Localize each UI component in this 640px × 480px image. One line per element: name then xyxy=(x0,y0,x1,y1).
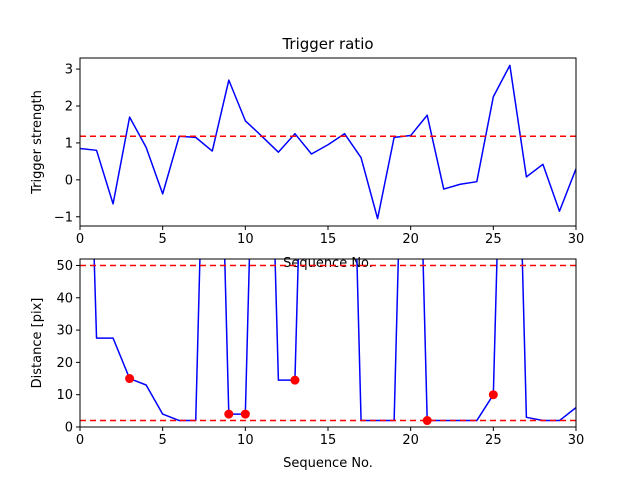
y-tick-label: 30 xyxy=(56,324,73,339)
y-tick-label: −1 xyxy=(54,210,73,225)
marker-point xyxy=(290,375,300,385)
x-tick-label: 30 xyxy=(568,433,585,448)
y-tick-label: 20 xyxy=(56,356,73,371)
x-tick-label: 0 xyxy=(76,232,84,247)
y-ticks-top: −1 0 1 2 3 xyxy=(54,63,80,225)
y-axis-label-bottom: Distance [pix] xyxy=(30,298,45,389)
x-tick-label: 10 xyxy=(237,433,254,448)
axes-frame-bottom xyxy=(79,258,577,428)
x-tick-label: 25 xyxy=(485,433,502,448)
series-line-0 xyxy=(93,259,576,422)
y-ticks-bottom: 0 10 20 30 40 50 xyxy=(56,259,80,436)
x-ticks-bottom: 0 5 10 15 20 25 30 xyxy=(76,427,584,448)
marker-point xyxy=(240,409,250,419)
x-tick-label: 30 xyxy=(568,232,585,247)
marker-point xyxy=(224,409,234,419)
y-tick-label: 40 xyxy=(56,291,73,306)
y-tick-label: 1 xyxy=(65,136,73,151)
series-line-0 xyxy=(80,64,576,220)
x-tick-label: 15 xyxy=(320,232,337,247)
x-tick-label: 20 xyxy=(402,433,419,448)
plot-area-top xyxy=(80,64,576,220)
x-ticks-top: 0 5 10 15 20 25 30 xyxy=(76,226,584,247)
x-tick-label: 20 xyxy=(402,232,419,247)
x-tick-label: 5 xyxy=(159,232,167,247)
x-tick-label: 5 xyxy=(159,433,167,448)
plot-area-bottom xyxy=(80,259,576,426)
subplot-distance: 0 5 10 15 20 25 30 0 10 20 30 40 50 Sequence No. Di… xyxy=(30,258,584,471)
marker-point xyxy=(422,416,432,426)
x-tick-label: 15 xyxy=(320,433,337,448)
y-tick-label: 0 xyxy=(65,421,73,436)
y-tick-label: 2 xyxy=(65,100,73,115)
marker-point xyxy=(125,374,135,384)
chart-title: Trigger ratio xyxy=(281,35,373,53)
y-tick-label: 10 xyxy=(56,388,73,403)
y-tick-label: 50 xyxy=(56,259,73,274)
x-axis-label-top: Sequence No. xyxy=(283,256,373,271)
axes-frame-top xyxy=(79,57,577,227)
marker-point xyxy=(488,390,498,400)
y-tick-label: 0 xyxy=(65,173,73,188)
x-tick-label: 0 xyxy=(76,433,84,448)
x-tick-label: 10 xyxy=(237,232,254,247)
x-axis-label-bottom: Sequence No. xyxy=(283,456,373,471)
y-tick-label: 3 xyxy=(65,63,73,78)
y-axis-label-top: Trigger strength xyxy=(30,90,45,195)
x-tick-label: 25 xyxy=(485,232,502,247)
